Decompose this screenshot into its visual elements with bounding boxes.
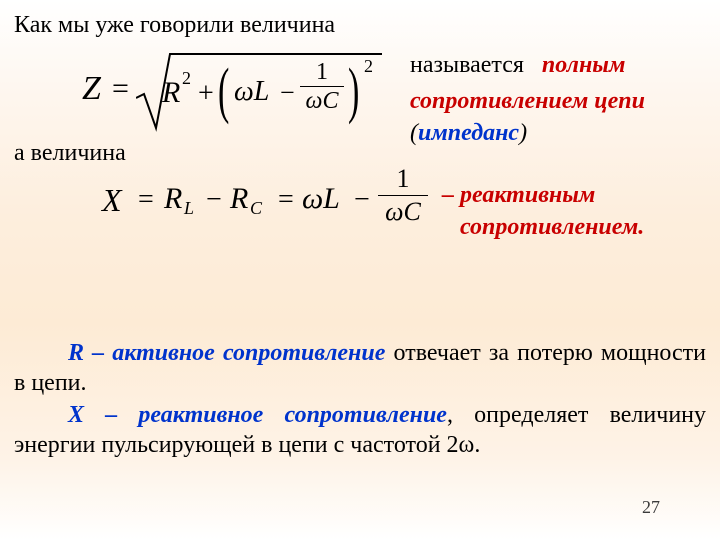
paren-close: ) xyxy=(519,120,527,146)
and-quantity-line: а величина xyxy=(14,138,126,168)
fraction-2: 1 ωC xyxy=(378,166,428,225)
slide: Как мы уже говорили величина Z = R 2 + (… xyxy=(0,0,720,540)
sym-eq-a: = xyxy=(138,184,154,216)
sym-R: R xyxy=(162,76,180,110)
para-X-lead: X – реактивное сопротивление xyxy=(68,402,447,428)
reactive-line2: сопротивлением. xyxy=(460,212,644,242)
paragraph-R: R – активное сопротивление отвечает за п… xyxy=(14,338,706,398)
impedance-line: (импеданс) xyxy=(410,118,527,148)
radical: R 2 + ( ωL − 1 ωC ) 2 xyxy=(136,50,382,130)
sym-RC-R: R xyxy=(230,182,248,216)
circuit-res-line: сопротивлением цепи xyxy=(410,86,645,116)
sym-sq1: 2 xyxy=(182,68,191,89)
called-line: называется полным xyxy=(410,50,625,80)
sym-sq2: 2 xyxy=(364,56,373,77)
radicand: R 2 + ( ωL − 1 ωC ) 2 xyxy=(162,58,382,126)
sym-minus: − xyxy=(280,78,295,108)
fraction-1: 1 ωC xyxy=(300,60,344,120)
sym-X: X xyxy=(102,182,122,219)
intro-line: Как мы уже говорили величина xyxy=(14,10,335,40)
reactive-line1: – реактивным xyxy=(442,180,595,210)
frac-bar xyxy=(300,86,344,87)
formula-impedance: Z = R 2 + ( ωL − 1 ωC ) 2 xyxy=(82,48,382,132)
frac-num: 1 xyxy=(300,60,344,84)
sym-eq-b: = xyxy=(278,184,294,216)
sym-Z: Z xyxy=(82,70,101,108)
called-label: называется xyxy=(410,52,524,78)
frac2-num: 1 xyxy=(378,166,428,192)
paren-open: ( xyxy=(410,120,418,146)
para-R-lead: R – активное сопротивление xyxy=(68,340,385,366)
frac2-bar xyxy=(378,195,428,196)
sym-RL-R: R xyxy=(164,182,182,216)
sym-RL-L: L xyxy=(184,198,194,219)
sym-RC-C: C xyxy=(250,198,262,219)
paren-left: ( xyxy=(218,56,229,127)
sym-omegaL2: ωL xyxy=(302,182,340,216)
frac2-den: ωC xyxy=(378,199,428,225)
paren-right: ) xyxy=(348,56,359,127)
impedance-word: импеданс xyxy=(418,120,519,146)
frac-den: ωC xyxy=(300,89,344,113)
sym-plus: + xyxy=(198,78,214,110)
paragraph-X: X – реактивное сопротивление, определяет… xyxy=(14,400,706,460)
sym-minus-b: − xyxy=(354,184,370,216)
formula-reactance: X = R L − R C = ωL − 1 ωC xyxy=(102,168,442,236)
sym-eq: = xyxy=(112,72,129,106)
page-number: 27 xyxy=(642,497,660,518)
sym-omegaL: ωL xyxy=(234,76,269,108)
full-res-word: полным xyxy=(542,52,625,78)
sym-minus-a: − xyxy=(206,184,222,216)
